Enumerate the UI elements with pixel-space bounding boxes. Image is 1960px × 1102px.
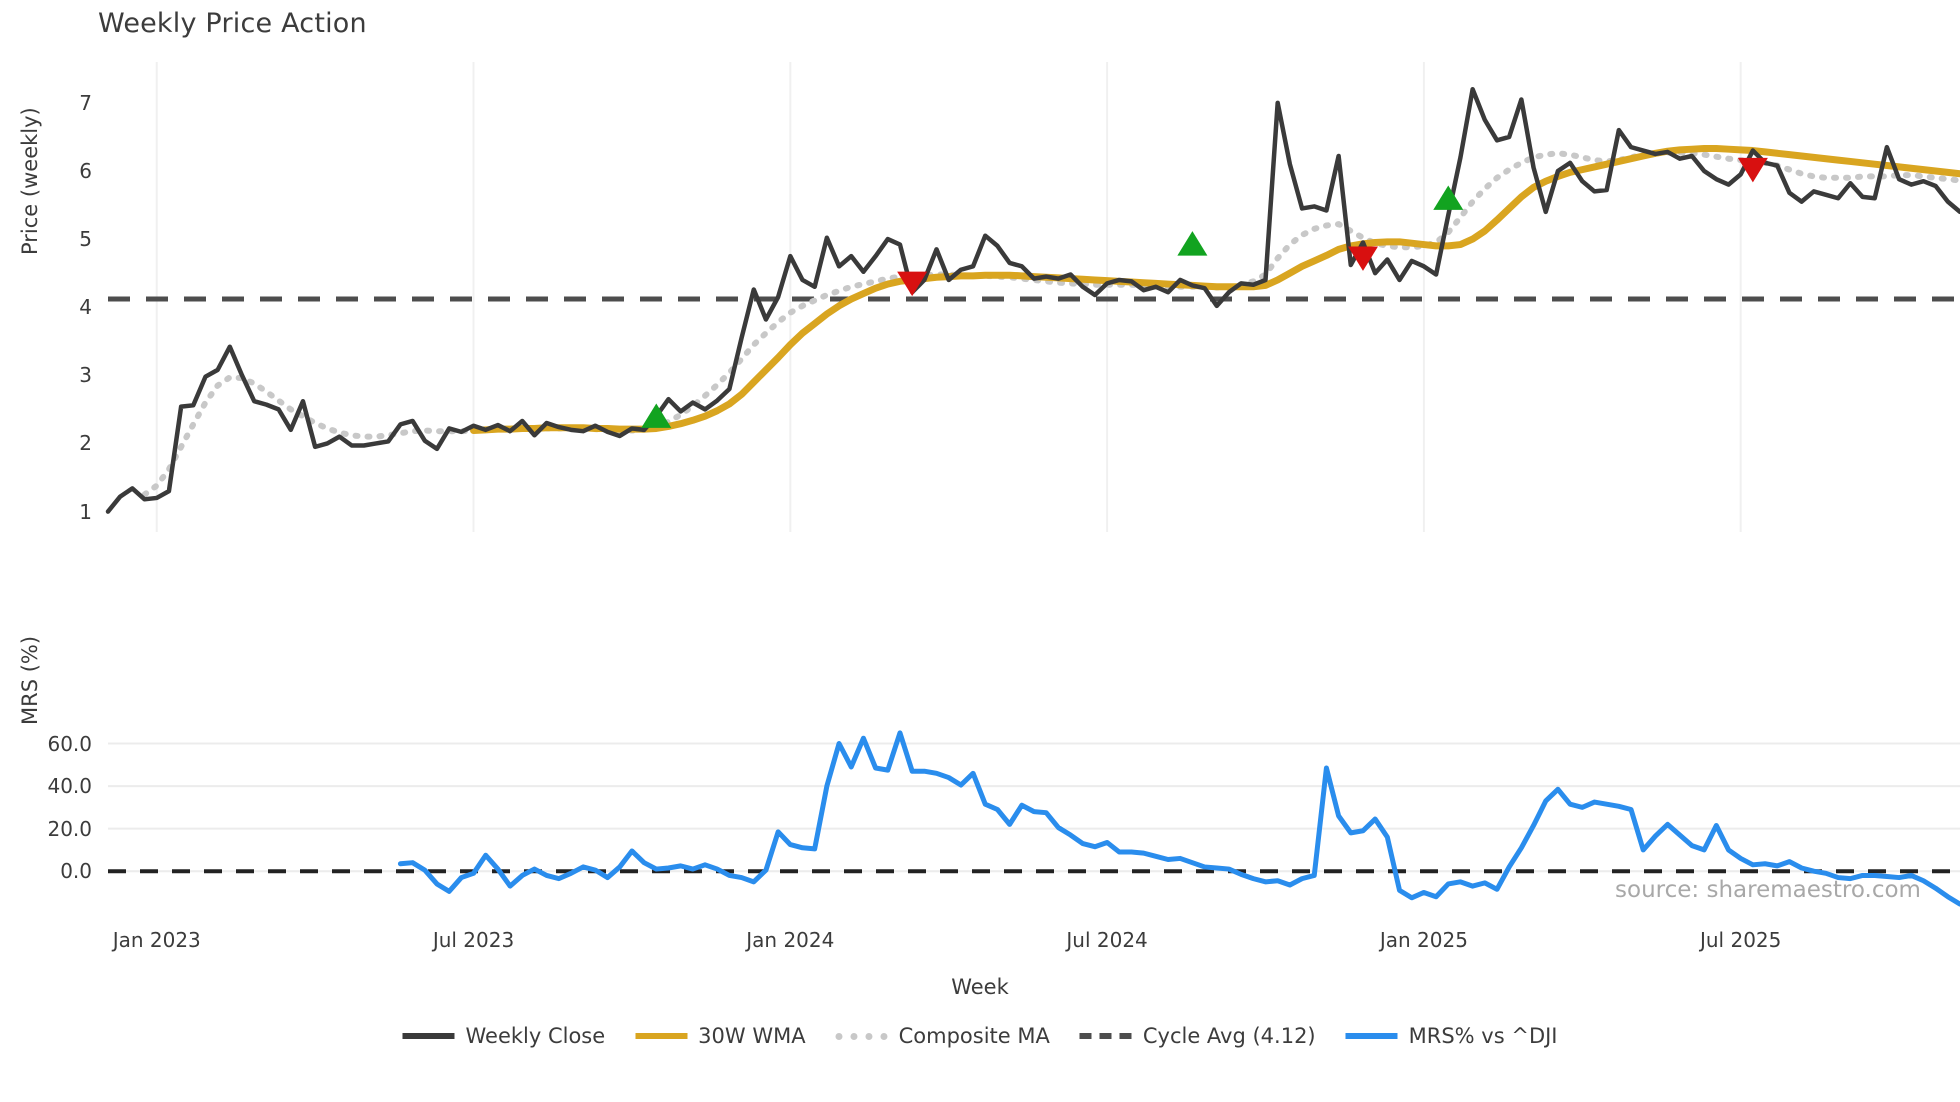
legend-swatch-icon xyxy=(635,1033,688,1039)
sell-signal-marker xyxy=(1737,157,1768,183)
mrs-chart-panel xyxy=(108,730,1960,907)
x-tick: Jul 2023 xyxy=(432,928,515,952)
sell-signal-marker xyxy=(1347,246,1378,271)
mrs-line xyxy=(397,730,1960,907)
chart-legend: Weekly Close 30W WMA Composite MA Cycle Avg… xyxy=(402,1024,1558,1048)
price-y-tick: 5 xyxy=(79,227,92,252)
mrs-y-tick: 60.0 xyxy=(47,731,92,756)
mrs-y-tick: 20.0 xyxy=(47,816,92,841)
sell-signal-marker xyxy=(897,271,928,297)
price-y-tick: 2 xyxy=(79,431,92,456)
price-chart-panel xyxy=(105,62,1960,532)
legend-swatch-icon xyxy=(1079,1033,1132,1039)
buy-signal-marker xyxy=(1433,185,1464,210)
mrs-y-tick: 40.0 xyxy=(47,774,92,799)
legend-label: MRS% vs ^DJI xyxy=(1408,1024,1558,1048)
source-watermark: source: sharemaestro.com xyxy=(1615,877,1921,903)
legend-item[interactable]: Weekly Close xyxy=(402,1024,605,1048)
legend-swatch-icon xyxy=(835,1032,888,1040)
buy-signal-marker xyxy=(641,403,672,428)
mrs-axis-label: MRS (%) xyxy=(18,635,42,725)
legend-label: Cycle Avg (4.12) xyxy=(1142,1024,1316,1048)
x-tick: Jul 2024 xyxy=(1066,928,1148,952)
x-tick: Jan 2023 xyxy=(112,928,201,952)
price-y-tick: 7 xyxy=(79,90,92,115)
x-tick: Jul 2025 xyxy=(1699,928,1782,952)
chart-title: Weekly Price Action xyxy=(98,8,367,39)
composite-ma-line xyxy=(141,149,1960,498)
x-tick: Jan 2025 xyxy=(1379,928,1468,952)
legend-label: Weekly Close xyxy=(465,1024,606,1048)
legend-item[interactable]: Composite MA xyxy=(835,1024,1050,1048)
price-y-tick: 1 xyxy=(79,499,92,524)
legend-swatch-icon xyxy=(1345,1033,1398,1039)
buy-signal-marker xyxy=(1177,231,1208,256)
price-y-tick: 4 xyxy=(79,295,92,320)
legend-item[interactable]: MRS% vs ^DJI xyxy=(1345,1024,1558,1048)
x-axis-label: Week xyxy=(951,975,1009,999)
price-axis-label: Price (weekly) xyxy=(18,107,42,255)
legend-swatch-icon xyxy=(402,1033,455,1039)
price-y-tick: 6 xyxy=(79,158,92,183)
legend-item[interactable]: 30W WMA xyxy=(635,1024,806,1048)
legend-label: Composite MA xyxy=(898,1024,1050,1048)
mrs-y-tick: 0.0 xyxy=(60,859,92,884)
legend-label: 30W WMA xyxy=(698,1024,806,1048)
wma-line xyxy=(470,145,1960,435)
price-y-tick: 3 xyxy=(79,363,92,388)
x-tick: Jan 2024 xyxy=(746,928,835,952)
weekly-close-line xyxy=(105,87,1960,514)
legend-item[interactable]: Cycle Avg (4.12) xyxy=(1079,1024,1316,1048)
